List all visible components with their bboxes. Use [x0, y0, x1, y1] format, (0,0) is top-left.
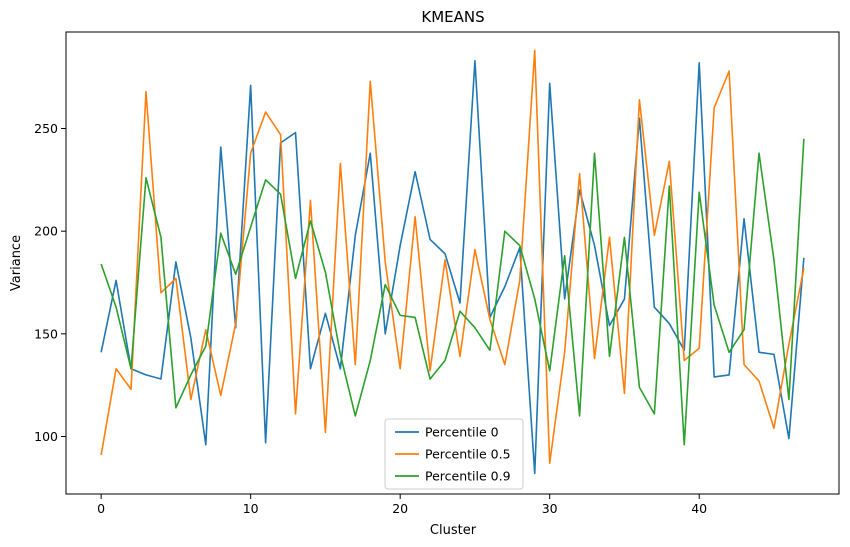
legend: Percentile 0 Percentile 0.5 Percentile 0.9	[384, 418, 524, 490]
x-tick-label: 0	[97, 501, 105, 516]
series-line-1	[100, 49, 805, 465]
chart-title: KMEANS	[421, 8, 484, 26]
x-axis-label: Cluster	[430, 523, 477, 538]
x-tick-label: 40	[691, 501, 707, 516]
legend-box	[384, 418, 524, 490]
legend-label-0: Percentile 0	[425, 425, 499, 440]
series-line-2	[100, 138, 805, 446]
plot-frame	[65, 31, 840, 495]
y-tick-label: 100	[34, 429, 58, 444]
y-tick-label: 200	[34, 224, 58, 239]
legend-label-2: Percentile 0.9	[425, 469, 511, 484]
y-axis: 100 150 200 250	[34, 121, 66, 444]
legend-label-1: Percentile 0.5	[425, 447, 511, 462]
x-axis: 0 10 20 30 40	[97, 494, 707, 516]
y-tick-label: 250	[34, 121, 58, 136]
series-line-0	[100, 59, 805, 475]
x-tick-label: 20	[392, 501, 408, 516]
x-tick-label: 10	[243, 501, 259, 516]
x-tick-label: 30	[542, 501, 558, 516]
series-lines	[100, 49, 805, 475]
y-tick-label: 150	[34, 326, 58, 341]
y-axis-label: Variance	[9, 235, 24, 291]
